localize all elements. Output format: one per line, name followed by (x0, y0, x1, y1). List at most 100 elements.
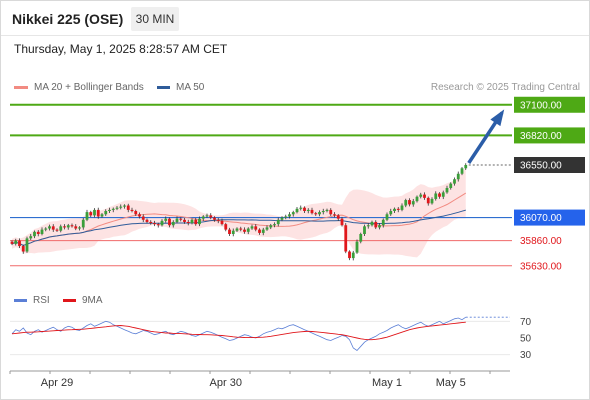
candle-body-48 (190, 219, 194, 224)
candle-body-4 (25, 238, 29, 252)
candle-body-8 (40, 229, 44, 234)
candle-body-10 (48, 226, 51, 229)
candle-body-112 (430, 198, 434, 204)
candle-body-64 (250, 226, 254, 229)
candle-body-20 (85, 212, 89, 220)
candle-body-84 (325, 209, 329, 211)
candle-body-53 (209, 215, 213, 218)
candle-body-57 (224, 224, 228, 230)
candle-body-70 (273, 224, 276, 226)
candle-body-32 (130, 209, 134, 211)
candle-body-50 (198, 218, 201, 225)
candle-body-49 (194, 219, 198, 225)
candle-body-38 (153, 223, 156, 225)
candle-body-44 (175, 218, 179, 222)
candle-body-56 (220, 220, 224, 225)
candle-body-94 (363, 226, 366, 234)
level-label-5: 35630.00 (520, 261, 562, 272)
x-label-0: Apr 29 (41, 377, 73, 389)
candle-body-6 (33, 231, 36, 237)
candle-body-19 (81, 219, 85, 228)
candle-body-59 (231, 230, 235, 234)
rsi-swatch (14, 299, 27, 302)
candle-body-17 (74, 226, 78, 229)
ma50-swatch (157, 86, 170, 89)
candle-body-34 (138, 214, 141, 217)
candle-body-82 (318, 212, 321, 215)
candle-body-108 (415, 196, 419, 202)
candle-body-98 (378, 225, 381, 228)
candle-body-25 (104, 211, 108, 215)
candle-body-7 (36, 231, 40, 234)
candle-body-11 (51, 226, 55, 230)
candle-body-105 (404, 200, 408, 206)
candle-body-30 (123, 205, 126, 207)
candle-body-60 (235, 228, 239, 231)
candle-body-15 (66, 225, 70, 228)
candle-body-52 (205, 215, 209, 217)
candle-body-95 (366, 225, 370, 227)
candle-body-66 (258, 229, 261, 233)
level-box-0 (514, 96, 585, 113)
candle-body-65 (254, 226, 258, 230)
candle-body-81 (314, 213, 318, 215)
candle-body-62 (243, 229, 246, 232)
rsi-tick-30: 30 (520, 350, 532, 361)
candle-body-104 (400, 205, 404, 210)
candle-body-14 (63, 226, 66, 228)
candle-body-121 (464, 165, 468, 169)
candle-body-110 (423, 194, 426, 198)
candle-body-45 (179, 218, 183, 220)
candle-body-91 (351, 252, 355, 259)
candle-body-76 (295, 208, 299, 213)
candle-body-67 (261, 229, 265, 233)
candle-body-92 (355, 241, 359, 253)
candle-body-103 (396, 208, 400, 210)
candle-body-68 (265, 227, 269, 230)
header-bar: Nikkei 225 (OSE) 30 MIN (1, 1, 589, 36)
candle-body-21 (89, 212, 93, 216)
x-label-1: Apr 30 (210, 377, 242, 389)
candle-body-102 (393, 208, 396, 211)
legend-9ma: 9MA (63, 295, 103, 306)
candle-body-40 (160, 220, 164, 226)
candle-body-46 (183, 219, 186, 222)
forecast-arrowhead (490, 109, 505, 127)
legend-ma50-label: MA 50 (176, 82, 205, 93)
candle-body-109 (419, 194, 423, 197)
candle-body-101 (389, 211, 393, 215)
candle-body-80 (310, 209, 314, 214)
candle-body-28 (115, 207, 119, 209)
candle-body-51 (201, 216, 205, 219)
candle-body-5 (29, 236, 33, 239)
legend-ma50: MA 50 (157, 82, 204, 93)
level-label-1: 36820.00 (520, 131, 562, 142)
candle-body-117 (449, 183, 453, 188)
candle-body-72 (280, 217, 284, 220)
candle-body-39 (156, 224, 160, 226)
rsi-tick-70: 70 (520, 317, 532, 328)
candle-body-47 (186, 221, 190, 224)
candle-body-74 (288, 214, 291, 217)
candle-body-35 (141, 216, 145, 220)
candle-body-77 (299, 207, 303, 209)
candle-body-99 (381, 219, 385, 226)
x-label-3: May 5 (436, 377, 466, 389)
candle-body-107 (411, 201, 415, 205)
candle-body-27 (111, 208, 115, 210)
candle-body-26 (108, 209, 111, 211)
instrument-title: Nikkei 225 (OSE) (12, 11, 124, 27)
candle-body-115 (441, 192, 445, 197)
candle-body-100 (385, 214, 389, 220)
level-label-3: 36070.00 (520, 213, 562, 224)
candle-body-12 (55, 229, 59, 231)
ma9-swatch (63, 299, 76, 302)
candle-body-79 (306, 209, 310, 211)
timeframe-button[interactable]: 30 MIN (131, 7, 179, 31)
candle-body-93 (359, 234, 363, 242)
candle-body-118 (453, 179, 456, 184)
candle-body-54 (213, 217, 216, 220)
candle-body-43 (171, 221, 175, 226)
